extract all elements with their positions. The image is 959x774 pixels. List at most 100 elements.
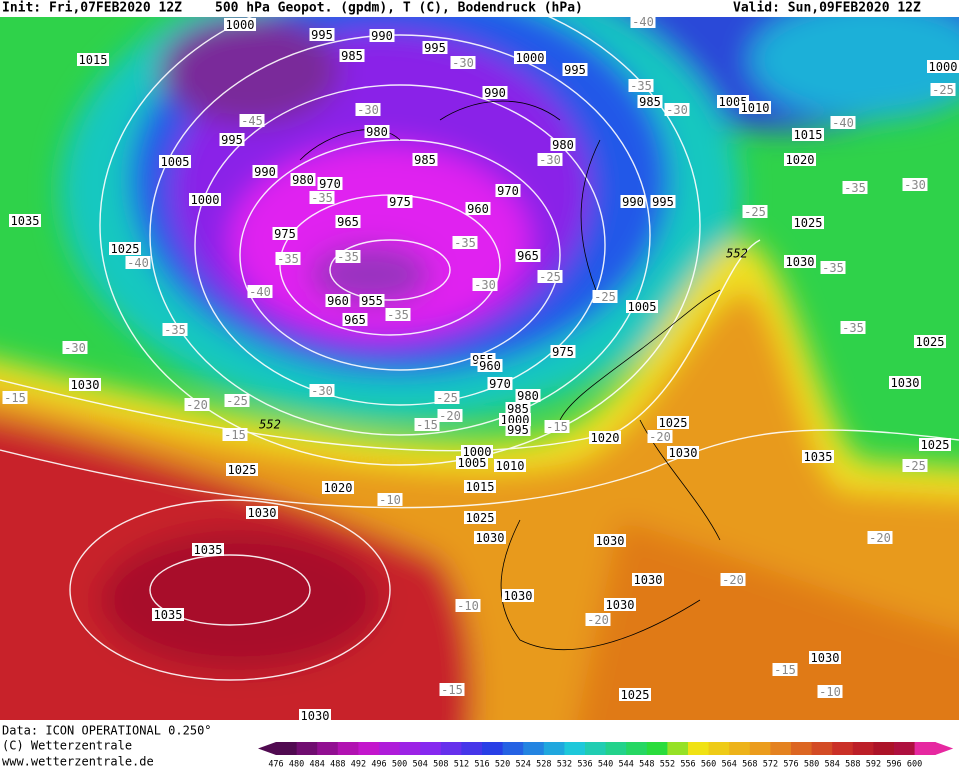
temperature-label-box — [377, 493, 403, 506]
pressure-label-box — [604, 598, 636, 611]
temperature-label: -25 — [904, 459, 926, 473]
pressure-label-box — [495, 184, 521, 197]
colorbar-label: 564 — [722, 760, 737, 770]
pressure-label: 965 — [344, 313, 366, 327]
pressure-label-box — [619, 688, 651, 701]
pressure-label: 1015 — [794, 128, 823, 142]
colorbar-swatch — [337, 742, 359, 755]
colorbar-label: 556 — [680, 760, 695, 770]
colorbar-label: 596 — [886, 760, 901, 770]
colorbar-label: 548 — [639, 760, 654, 770]
colorbar-label: 580 — [804, 760, 819, 770]
pressure-label: 1030 — [669, 446, 698, 460]
temperature-label-box — [335, 250, 361, 263]
colorbar-label: 552 — [660, 760, 675, 770]
colorbar-label: 532 — [557, 760, 572, 770]
pressure-label: 995 — [507, 423, 529, 437]
temperature-label: -30 — [904, 178, 926, 192]
pressure-label-box — [189, 193, 221, 206]
pressure-label: 1030 — [606, 598, 635, 612]
colorbar-swatch — [667, 742, 689, 755]
pressure-label-box — [487, 377, 513, 390]
contour-label: 552 — [259, 418, 281, 432]
colorbar-swatch — [564, 742, 586, 755]
temperature-label: -40 — [249, 285, 271, 299]
colorbar-label: 480 — [289, 760, 304, 770]
pressure-label-box — [335, 215, 361, 228]
colorbar-swatch — [461, 742, 483, 755]
temperature-label-box — [222, 428, 248, 441]
colorbar-swatch — [482, 742, 504, 755]
temperature-label: -20 — [186, 398, 208, 412]
temperature-label-box — [385, 308, 411, 321]
temperature-label: -30 — [666, 103, 688, 117]
temperature-label: -35 — [630, 79, 652, 93]
temperature-label-box — [930, 83, 956, 96]
init-time: Init: Fri,07FEB2020 12Z — [2, 1, 182, 16]
colorbar-swatch — [811, 742, 833, 755]
colorbar-label: 512 — [454, 760, 469, 770]
pressure-label-box — [589, 431, 621, 444]
pressure-label: 975 — [552, 345, 574, 359]
temperature-label-box — [309, 384, 335, 397]
colorbar-label: 540 — [598, 760, 613, 770]
temperature-label: -15 — [416, 418, 438, 432]
colorbar-label: 600 — [907, 760, 922, 770]
pressure-label-box — [109, 242, 141, 255]
temperature-label: -25 — [226, 394, 248, 408]
temperature-label: -10 — [819, 685, 841, 699]
pressure-label-box — [159, 155, 191, 168]
pressure-label-box — [317, 177, 343, 190]
pressure-label: 1030 — [891, 376, 920, 390]
pressure-label: 980 — [517, 389, 539, 403]
pressure-label: 1010 — [741, 101, 770, 115]
pressure-label-box — [657, 416, 689, 429]
colorbar-swatch — [543, 742, 565, 755]
temperature-label-box — [437, 409, 463, 422]
temperature-label-box — [434, 391, 460, 404]
pressure-label: 970 — [497, 184, 519, 198]
pressure-label-box — [550, 345, 576, 358]
pressure-label: 1025 — [916, 335, 945, 349]
pressure-label: 1030 — [634, 573, 663, 587]
pressure-label-box — [325, 294, 351, 307]
colorbar-label: 500 — [392, 760, 407, 770]
pressure-label-box — [784, 153, 816, 166]
pressure-label: 1030 — [596, 534, 625, 548]
pressure-label: 1025 — [228, 463, 257, 477]
pressure-label-box — [77, 53, 109, 66]
pressure-label: 955 — [361, 294, 383, 308]
temperature-label: -30 — [474, 278, 496, 292]
pressure-label: 1020 — [591, 431, 620, 445]
pressure-label-box — [482, 86, 508, 99]
pressure-label: 970 — [489, 377, 511, 391]
colorbar-swatch — [914, 742, 936, 755]
temperature-label: -20 — [587, 613, 609, 627]
pressure-label: 1025 — [921, 438, 950, 452]
pressure-label-box — [802, 450, 834, 463]
pressure-label: 985 — [639, 95, 661, 109]
temperature-label-box — [630, 15, 656, 28]
temperature-label: -35 — [311, 191, 333, 205]
data-source: Data: ICON OPERATIONAL 0.250° — [2, 724, 212, 738]
pressure-label-box — [505, 423, 531, 436]
pressure-label-box — [632, 573, 664, 586]
temperature-label-box — [544, 420, 570, 433]
pressure-label-box — [224, 18, 256, 31]
temperature-label: -35 — [164, 323, 186, 337]
colorbar-label: 488 — [330, 760, 345, 770]
colorbar-label: 484 — [310, 760, 325, 770]
pressure-label: 995 — [311, 28, 333, 42]
pressure-label: 985 — [507, 402, 529, 416]
pressure-label: 1005 — [458, 456, 487, 470]
pressure-label-box — [919, 438, 951, 451]
pressure-label-box — [515, 249, 541, 262]
pressure-label: 960 — [479, 359, 501, 373]
pressure-label: 980 — [552, 138, 574, 152]
pressure-label: 1035 — [194, 543, 223, 557]
temperature-label: -15 — [774, 663, 796, 677]
pressure-label: 1000 — [226, 18, 255, 32]
coastlines — [299, 100, 721, 651]
pressure-label: 995 — [221, 133, 243, 147]
pressure-label-box — [412, 153, 438, 166]
